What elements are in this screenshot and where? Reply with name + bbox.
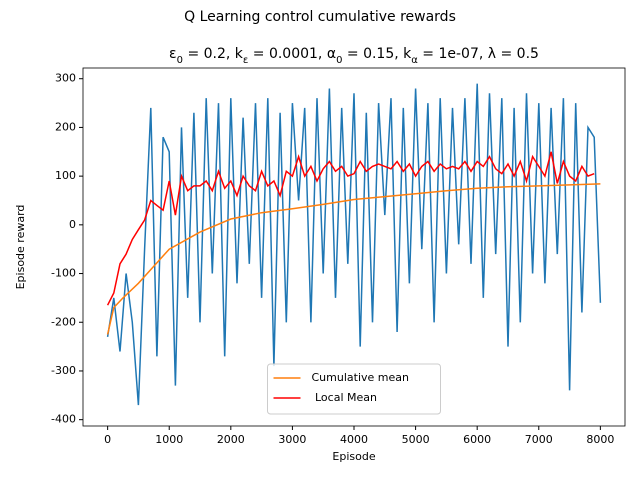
y-axis-label: Episode reward <box>14 205 27 290</box>
subtitle-part: = 0.15, k <box>342 46 412 62</box>
y-tick-label: 200 <box>55 120 76 133</box>
legend-label: Cumulative mean <box>312 371 410 384</box>
line-series <box>106 151 595 306</box>
x-tick-label: 0 <box>104 433 111 446</box>
legend-label: Local Mean <box>312 391 378 404</box>
x-tick-label: 4000 <box>340 433 368 446</box>
y-tick-label: 0 <box>69 218 76 231</box>
x-tick-label: 8000 <box>586 433 614 446</box>
chart-subtitle: ε0 = 0.2, kε = 0.0001, α0 = 0.15, kα = 1… <box>169 46 539 66</box>
x-axis-label: Episode <box>332 450 375 463</box>
subtitle-part: ε <box>169 46 177 62</box>
y-tick-label: 100 <box>55 169 76 182</box>
x-tick-label: 2000 <box>217 433 245 446</box>
x-tick-label: 7000 <box>525 433 553 446</box>
x-tick-label: 5000 <box>402 433 430 446</box>
subtitle-part: ε <box>243 55 248 66</box>
line-series <box>106 83 602 406</box>
subtitle-part: = 0.0001, α <box>248 46 336 62</box>
subtitle-part: = 1e-07, λ = 0.5 <box>418 46 539 62</box>
y-tick-label: 300 <box>55 72 76 85</box>
chart-title: Q Learning control cumulative rewards <box>184 9 456 25</box>
subtitle-part: 0 <box>177 55 183 66</box>
x-tick-label: 3000 <box>278 433 306 446</box>
plot-frame <box>82 67 626 427</box>
y-tick-label: -400 <box>51 413 76 426</box>
y-tick-label: -200 <box>51 315 76 328</box>
subtitle-part: = 0.2, k <box>183 46 244 62</box>
x-tick-label: 6000 <box>463 433 491 446</box>
subtitle-part: 0 <box>336 55 342 66</box>
legend-box <box>267 363 441 415</box>
line-series <box>106 183 601 335</box>
subtitle-part: α <box>411 55 418 66</box>
y-tick-label: -100 <box>51 267 76 280</box>
y-tick-label: -300 <box>51 364 76 377</box>
x-tick-label: 1000 <box>155 433 183 446</box>
